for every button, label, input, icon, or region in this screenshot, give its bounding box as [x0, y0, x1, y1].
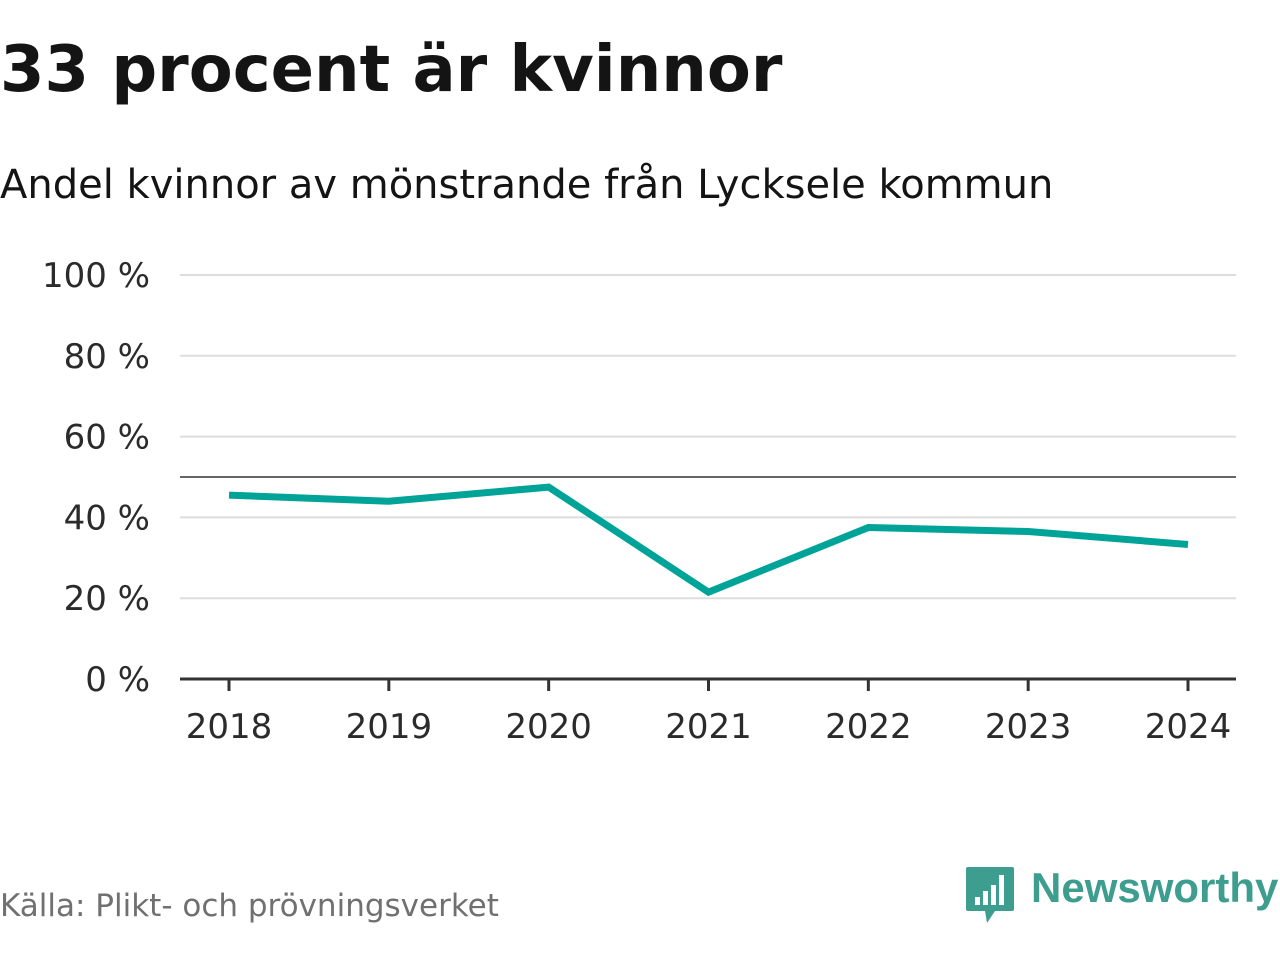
chart-title: 33 procent är kvinnor	[0, 33, 783, 107]
y-tick-label: 80 %	[64, 337, 150, 377]
series-line	[228, 483, 1189, 597]
x-tick-label: 2021	[665, 707, 752, 747]
brand-name: Newsworthy	[1031, 864, 1279, 911]
y-tick-label: 40 %	[64, 498, 150, 538]
y-tick-label: 100 %	[42, 256, 150, 296]
x-tick-label: 2018	[186, 707, 273, 747]
y-tick-label: 60 %	[64, 418, 150, 458]
newsworthy-logo-icon	[966, 867, 1014, 923]
x-tick-label: 2019	[346, 707, 433, 747]
y-tick-label: 20 %	[64, 579, 150, 619]
source-note: Källa: Plikt- och prövningsverket	[0, 888, 499, 924]
x-tick-label: 2024	[1145, 707, 1232, 747]
chart-subtitle: Andel kvinnor av mönstrande från Lycksel…	[0, 162, 1054, 208]
x-tick-label: 2020	[505, 707, 592, 747]
x-tick-label: 2022	[825, 707, 912, 747]
brand: Newsworthy	[965, 865, 1278, 929]
x-tick-label: 2023	[985, 707, 1072, 747]
y-tick-label: 0 %	[85, 660, 150, 700]
